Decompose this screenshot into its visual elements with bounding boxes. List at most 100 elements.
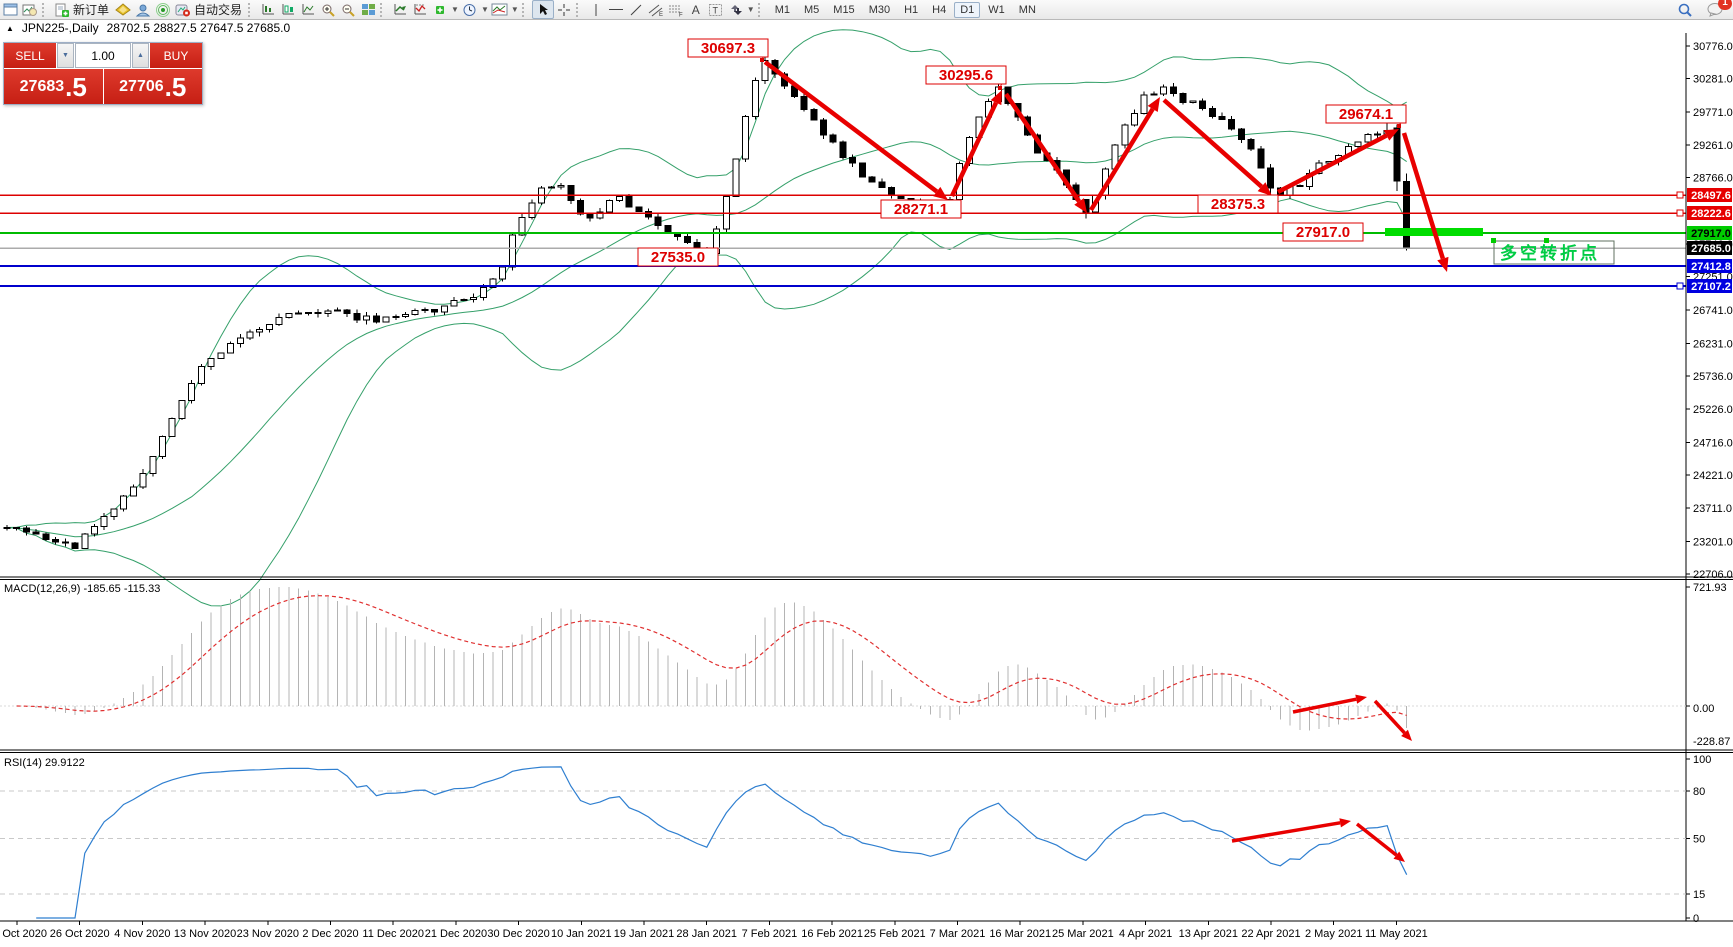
svg-text:26231.0: 26231.0 bbox=[1693, 338, 1733, 350]
svg-text:10 Jan 2021: 10 Jan 2021 bbox=[551, 928, 612, 940]
svg-text:27685.0: 27685.0 bbox=[1691, 243, 1731, 255]
trendline-tool-icon[interactable] bbox=[626, 1, 646, 18]
toolbar-grip bbox=[380, 2, 388, 17]
svg-text:11 Dec 2020: 11 Dec 2020 bbox=[362, 928, 424, 940]
cursor-icon[interactable] bbox=[531, 0, 554, 19]
toolbar-grip bbox=[248, 2, 256, 17]
timeframe-mn[interactable]: MN bbox=[1018, 3, 1036, 16]
svg-text:28271.1: 28271.1 bbox=[894, 201, 948, 218]
autotrading-label[interactable]: 自动交易 bbox=[194, 3, 243, 17]
collapse-panel-toggle[interactable]: ▲ bbox=[6, 23, 14, 33]
period-clock-icon[interactable] bbox=[460, 1, 480, 18]
buy-button[interactable]: BUY bbox=[150, 43, 202, 68]
timeframe-h1[interactable]: H1 bbox=[904, 3, 919, 16]
arrows-tool-caret[interactable]: ▼ bbox=[746, 5, 755, 14]
timeframe-d1[interactable]: D1 bbox=[954, 1, 981, 18]
svg-text:27412.8: 27412.8 bbox=[1691, 261, 1731, 273]
period-caret[interactable]: ▼ bbox=[480, 5, 489, 14]
metaeditor-icon[interactable] bbox=[113, 1, 133, 18]
buy-price[interactable]: 27706.5 bbox=[103, 69, 202, 104]
chart-svg[interactable]: 30697.3 30295.6 29674.1 28271.1 28375.3 27917… bbox=[0, 19, 1733, 942]
volume-decrease-button[interactable]: ▼ bbox=[57, 43, 74, 68]
svg-text:23711.0: 23711.0 bbox=[1693, 503, 1732, 515]
volume-input[interactable] bbox=[75, 43, 131, 68]
svg-text:4 Nov 2020: 4 Nov 2020 bbox=[114, 928, 170, 940]
svg-text:11 May 2021: 11 May 2021 bbox=[1365, 928, 1428, 940]
svg-text:721.93: 721.93 bbox=[1693, 582, 1727, 594]
bar-chart-icon[interactable] bbox=[258, 1, 278, 18]
arrows-tool-icon[interactable] bbox=[726, 1, 746, 18]
sell-price[interactable]: 27683.5 bbox=[4, 69, 103, 104]
candles bbox=[3, 51, 1411, 550]
indicator-window-icon[interactable] bbox=[410, 1, 430, 18]
svg-text:29261.0: 29261.0 bbox=[1693, 140, 1733, 152]
chart-area[interactable]: 30697.3 30295.6 29674.1 28271.1 28375.3 27917… bbox=[0, 19, 1733, 942]
svg-text:26 Oct 2020: 26 Oct 2020 bbox=[50, 928, 110, 940]
svg-text:2 Dec 2020: 2 Dec 2020 bbox=[302, 928, 358, 940]
autotrading-icon[interactable] bbox=[173, 1, 193, 18]
candlestick-chart-icon[interactable] bbox=[278, 1, 298, 18]
trend-arrows[interactable] bbox=[763, 60, 1449, 272]
search-icon[interactable] bbox=[1675, 1, 1695, 18]
svg-text:0.00: 0.00 bbox=[1693, 703, 1714, 715]
timeframe-m15[interactable]: M15 bbox=[833, 3, 855, 16]
new-order-label[interactable]: 新订单 bbox=[73, 3, 110, 17]
channel-tool-icon[interactable]: E bbox=[646, 1, 666, 18]
templates-icon[interactable] bbox=[490, 1, 510, 18]
price-callouts[interactable]: 30697.3 30295.6 29674.1 28271.1 28375.3 27917… bbox=[637, 38, 1407, 267]
text-label-tool-icon[interactable]: T bbox=[706, 1, 726, 18]
svg-text:25736.0: 25736.0 bbox=[1693, 371, 1733, 383]
signals-icon[interactable] bbox=[153, 1, 173, 18]
add-indicator-icon[interactable] bbox=[430, 1, 450, 18]
volume-increase-button[interactable]: ▲ bbox=[132, 43, 149, 68]
tile-windows-icon[interactable] bbox=[358, 1, 378, 18]
fibonacci-tool-icon[interactable]: F bbox=[666, 1, 686, 18]
line-chart-icon[interactable] bbox=[298, 1, 318, 18]
chat-badge: 1 bbox=[1718, 0, 1732, 10]
svg-text:29771.0: 29771.0 bbox=[1693, 107, 1733, 119]
svg-text:7 Feb 2021: 7 Feb 2021 bbox=[742, 928, 798, 940]
crosshair-icon[interactable] bbox=[554, 1, 574, 18]
svg-text:50: 50 bbox=[1693, 834, 1705, 846]
sell-button[interactable]: SELL bbox=[4, 43, 56, 68]
timeframe-h4[interactable]: H4 bbox=[932, 3, 947, 16]
annotation-box[interactable]: 多空转折点 bbox=[1491, 238, 1615, 265]
timeframe-m5[interactable]: M5 bbox=[804, 3, 820, 16]
community-icon[interactable] bbox=[133, 1, 153, 18]
svg-text:2 May 2021: 2 May 2021 bbox=[1305, 928, 1362, 940]
chart-window-icon[interactable] bbox=[0, 1, 20, 18]
price-axis[interactable]: 30776.030281.029771.029261.028766.027746… bbox=[1686, 41, 1733, 581]
one-click-trade-panel: SELL ▼ ▲ BUY 27683.5 27706.5 bbox=[3, 42, 203, 105]
new-order-icon[interactable] bbox=[52, 1, 72, 18]
toolbar-grip bbox=[575, 2, 584, 17]
chat-icon[interactable]: 1 bbox=[1705, 0, 1732, 18]
timeframe-m1[interactable]: M1 bbox=[774, 3, 790, 16]
toolbar-grip bbox=[42, 2, 50, 17]
timeframe-w1[interactable]: W1 bbox=[988, 3, 1005, 16]
svg-text:13 Apr 2021: 13 Apr 2021 bbox=[1179, 928, 1238, 940]
svg-text:23201.0: 23201.0 bbox=[1693, 537, 1733, 549]
templates-caret[interactable]: ▼ bbox=[510, 5, 519, 14]
panel-separators bbox=[0, 33, 1733, 922]
horizontal-lines[interactable] bbox=[0, 191, 1686, 290]
indicators-icon[interactable] bbox=[390, 1, 410, 18]
svg-text:29674.1: 29674.1 bbox=[1339, 106, 1393, 123]
add-indicator-caret[interactable]: ▼ bbox=[451, 5, 459, 14]
svg-text:28375.3: 28375.3 bbox=[1211, 196, 1265, 213]
rsi-panel: RSI(14) 29.9122 100 80 50 15 0 bbox=[0, 754, 1711, 925]
svg-text:0: 0 bbox=[1693, 913, 1699, 925]
zoom-out-icon[interactable] bbox=[338, 1, 358, 18]
timeframe-m30[interactable]: M30 bbox=[868, 3, 891, 16]
svg-text:30697.3: 30697.3 bbox=[701, 40, 755, 57]
svg-text:19 Jan 2021: 19 Jan 2021 bbox=[614, 928, 675, 940]
profiles-icon[interactable] bbox=[20, 1, 40, 18]
svg-text:25 Feb 2021: 25 Feb 2021 bbox=[864, 928, 926, 940]
zoom-in-icon[interactable] bbox=[318, 1, 338, 18]
horizontal-line-tool-icon[interactable] bbox=[606, 1, 626, 18]
svg-text:30 Dec 2020: 30 Dec 2020 bbox=[487, 928, 549, 940]
text-tool-icon[interactable]: A bbox=[691, 2, 700, 17]
svg-text:T: T bbox=[713, 5, 719, 15]
vertical-line-tool-icon[interactable] bbox=[586, 1, 606, 18]
